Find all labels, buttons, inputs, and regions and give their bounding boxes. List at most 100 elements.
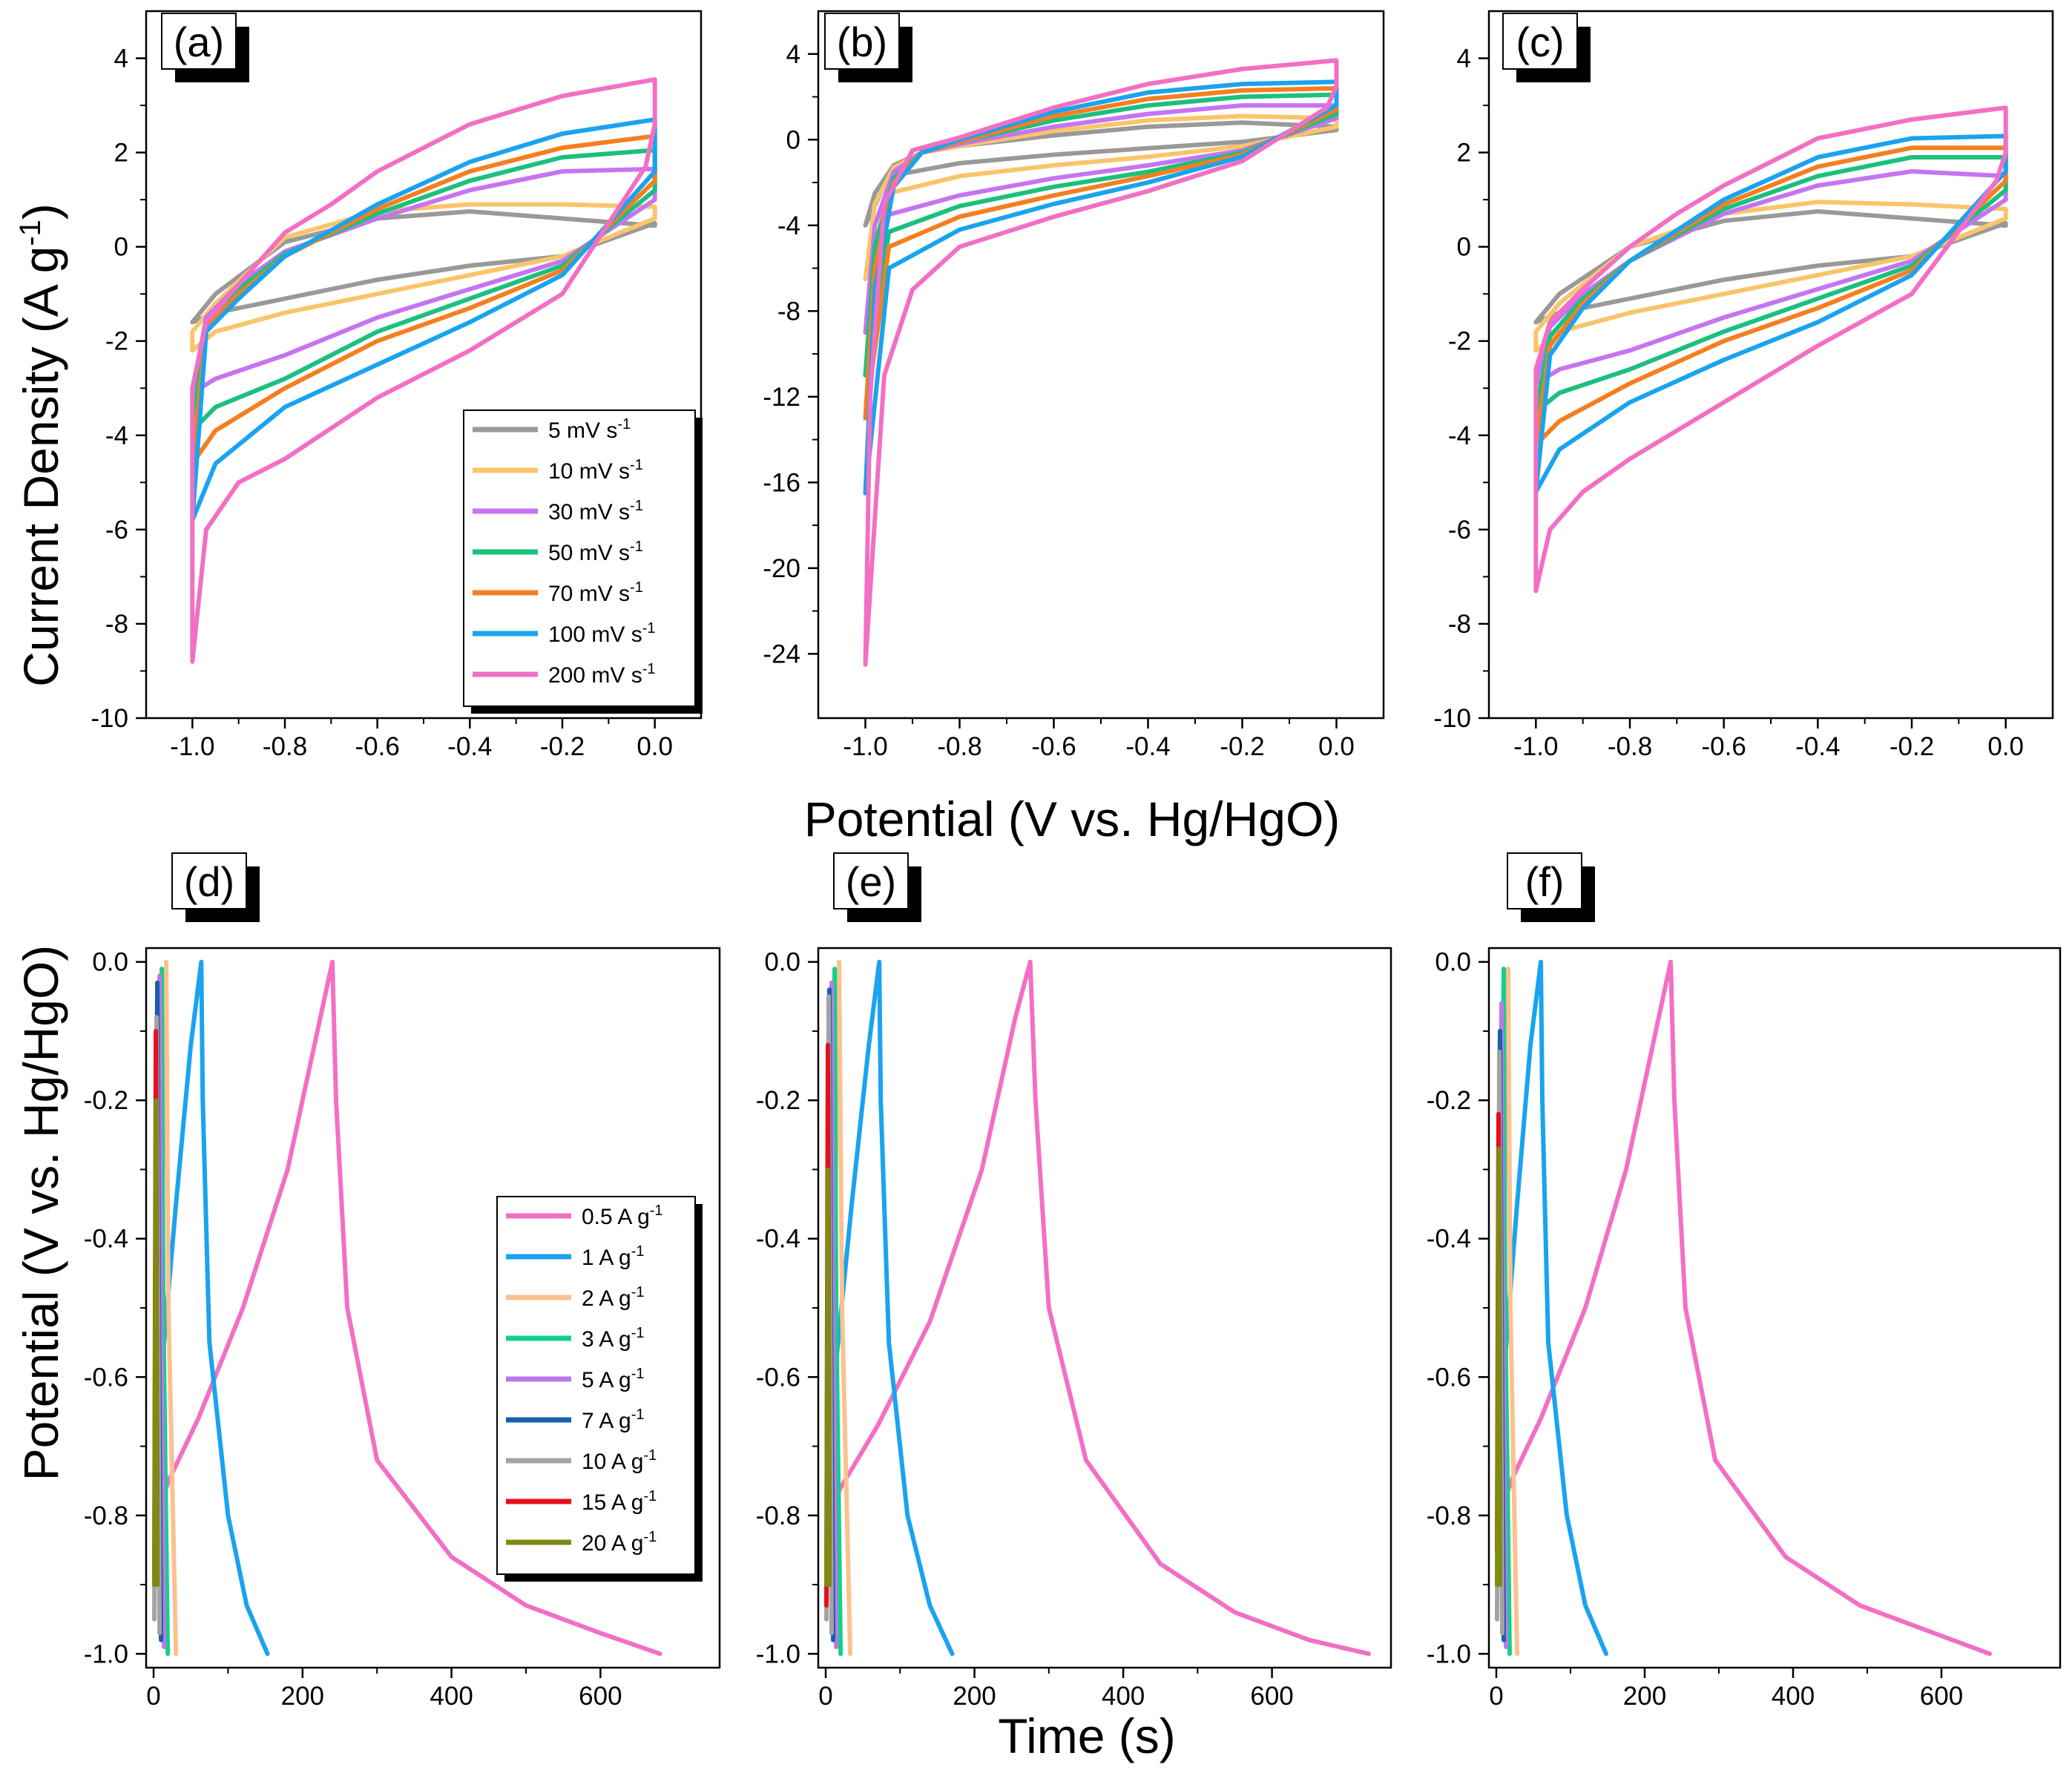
panel-label-box	[161, 13, 237, 70]
panel-label: (b)	[837, 19, 887, 65]
legend-label: 200 mV s-1	[548, 661, 656, 688]
y-tick-label: -10	[91, 704, 128, 733]
series-line-100-mV-s-1	[863, 79, 1339, 496]
x-tick-label: -0.8	[263, 732, 307, 761]
y-tick-label: -0.8	[756, 1501, 800, 1530]
gcd-legend: 0.5 A g-1 1 A g-1 2 A g-1 3 A g-1 5 A g-1 7 A…	[496, 1196, 703, 1582]
y-tick-label: -4	[777, 211, 800, 240]
series-line-1-A-g-1	[1502, 959, 1608, 1657]
legend-label: 5 mV s-1	[548, 416, 631, 443]
series-line-0.5-A-g-1	[1498, 959, 1992, 1657]
x-tick-label: -0.6	[355, 732, 400, 761]
legend-label: 20 A g-1	[582, 1529, 657, 1556]
legend-label: 70 mV s-1	[548, 579, 643, 606]
y-tick-label: 2	[114, 139, 128, 168]
x-tick-label: -0.6	[1702, 732, 1746, 761]
x-tick-label: -0.4	[1125, 732, 1170, 761]
series-line-0.5-A-g-1	[827, 959, 1371, 1657]
panel-label: (a)	[174, 19, 224, 65]
x-tick-label: 0	[818, 1682, 832, 1711]
series-group	[824, 959, 1371, 1657]
y-tick-label: -1.0	[756, 1639, 800, 1668]
y-axis-title-cv: Current Density (A g-1)	[13, 203, 68, 687]
y-tick-label: 0	[1457, 233, 1471, 262]
x-tick-label: -0.8	[1608, 732, 1652, 761]
panel-label: (c)	[1516, 19, 1564, 65]
legend-label: 3 A g-1	[582, 1325, 645, 1352]
legend-label: 7 A g-1	[582, 1407, 645, 1433]
legend-box	[463, 409, 696, 707]
series-line-30-mV-s-1	[190, 166, 657, 395]
legend-label: 0.5 A g-1	[582, 1203, 663, 1229]
series-line-1-A-g-1	[832, 959, 955, 1657]
y-tick-label: -0.6	[756, 1363, 800, 1392]
panel-label-box	[1507, 852, 1582, 909]
chart-panel-d: 0 200 400 600 -1.0 -0.8 -0.6 -0.4 -0.2 0.0 (d)	[84, 852, 721, 1711]
x-tick-label: -0.2	[540, 732, 585, 761]
panel-label: (e)	[846, 858, 896, 905]
legend-label: 1 A g-1	[582, 1243, 645, 1270]
y-tick-label: -10	[1433, 704, 1471, 733]
y-tick-label: -1.0	[1427, 1639, 1471, 1668]
legend-label: 30 mV s-1	[548, 498, 643, 524]
x-axis-title-bottom: Time (s)	[998, 1708, 1176, 1763]
y-tick-label: 2	[1457, 139, 1471, 168]
x-tick-label: 0	[1489, 1682, 1503, 1711]
series-line-20-A-g-1	[824, 1167, 832, 1588]
legend-label: 50 mV s-1	[548, 539, 643, 565]
x-tick-label: -1.0	[1513, 732, 1558, 761]
y-tick-label: 0	[114, 233, 128, 262]
y-tick-label: -0.2	[756, 1086, 800, 1115]
x-axis-title-top: Potential (V vs. Hg/HgO)	[804, 792, 1341, 846]
chart-panel-f: 0 200 400 600 -1.0 -0.8 -0.6 -0.4 -0.2 0.0 (f)	[1427, 852, 2062, 1711]
y-tick-label: -0.6	[1427, 1363, 1471, 1392]
cv-legend: 5 mV s-1 10 mV s-1 30 mV s-1 50 mV s-1 70 mV…	[463, 409, 703, 714]
x-tick-label: 0.0	[1987, 732, 2024, 761]
series-line-200-mV-s-1	[190, 77, 657, 664]
legend-label: 10 mV s-1	[548, 457, 643, 484]
x-tick-label: -0.8	[937, 732, 981, 761]
panel-label: (f)	[1525, 858, 1565, 905]
series-line-10-mV-s-1	[1533, 200, 2008, 353]
y-tick-label: 0	[786, 125, 800, 154]
y-tick-label: -1.0	[84, 1639, 128, 1668]
y-tick-label: -8	[1448, 610, 1471, 639]
x-tick-label: 200	[1623, 1682, 1666, 1711]
chart-panel-e: 0 200 400 600 -1.0 -0.8 -0.6 -0.4 -0.2 0.0 (e)	[756, 852, 1392, 1711]
x-tick-label: 600	[579, 1682, 622, 1711]
x-tick-label: -0.2	[1220, 732, 1264, 761]
x-tick-label: 600	[1250, 1682, 1293, 1711]
chart-panel-c: -1.0 -0.8 -0.6 -0.4 -0.2 0.0 -10 -8 -6 -4 -2 0 2 4 (c)	[1433, 10, 2054, 761]
y-tick-label: -0.2	[84, 1086, 128, 1115]
x-tick-label: 600	[1920, 1682, 1963, 1711]
y-tick-label: -24	[763, 639, 800, 668]
legend-label: 15 A g-1	[582, 1488, 657, 1515]
x-tick-label: -0.4	[447, 732, 492, 761]
legend-label: 5 A g-1	[582, 1366, 645, 1392]
series-line-20-A-g-1	[1495, 1146, 1502, 1588]
y-tick-label: -0.2	[1427, 1086, 1471, 1115]
x-tick-label: -1.0	[843, 732, 887, 761]
plot-frame	[817, 947, 1392, 1669]
y-tick-label: -12	[763, 383, 800, 412]
y-tick-label: 0.0	[92, 948, 128, 977]
series-line-200-mV-s-1	[863, 58, 1339, 667]
series-line-200-mV-s-1	[1533, 105, 2008, 593]
x-tick-label: -0.2	[1890, 732, 1934, 761]
series-group	[190, 77, 657, 664]
legend-box	[496, 1196, 696, 1575]
y-tick-label: -0.4	[84, 1225, 128, 1254]
y-tick-label: -0.4	[756, 1225, 800, 1254]
x-tick-label: 0.0	[1318, 732, 1355, 761]
y-tick-label: -4	[1448, 421, 1471, 450]
x-tick-label: 400	[1102, 1682, 1145, 1711]
legend-label: 2 A g-1	[582, 1284, 645, 1311]
y-tick-label: 4	[1457, 45, 1471, 73]
x-tick-label: -0.4	[1795, 732, 1840, 761]
y-tick-label: -6	[1448, 516, 1471, 545]
x-tick-label: 200	[953, 1682, 996, 1711]
y-tick-label: -0.6	[84, 1363, 128, 1392]
chart-panel-b: -1.0 -0.8 -0.6 -0.4 -0.2 0.0 -24 -20 -16 -12 -8 -4 0…	[763, 10, 1385, 761]
